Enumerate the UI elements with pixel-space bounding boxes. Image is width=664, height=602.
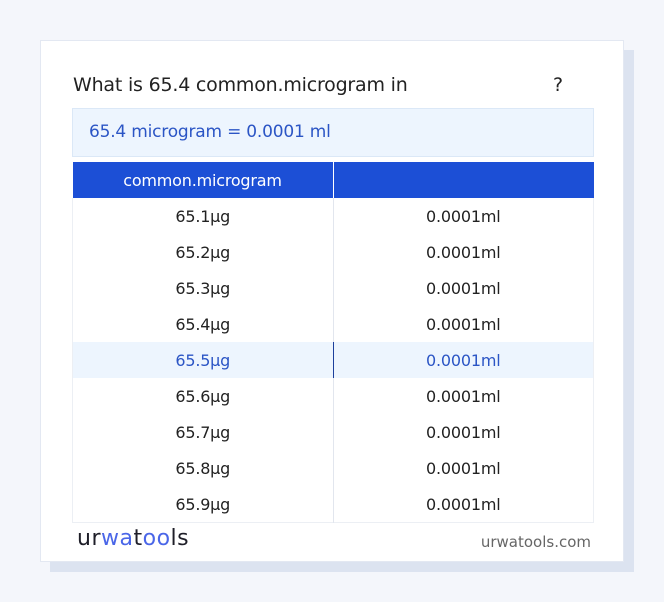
question-title: What is 65.4 common.microgram in ? (73, 74, 563, 96)
cell-microgram: 65.1µg (175, 206, 231, 226)
cell-ml: 0.0001ml (332, 486, 594, 523)
table-row: 65.4µg 0.0001ml (73, 306, 594, 342)
table-row: 65.1µg 0.0001ml (73, 198, 594, 234)
table-row: 65.9µg 0.0001ml (73, 486, 594, 523)
cell-ml: 0.0001ml (332, 270, 594, 306)
cell-microgram: 65.2µg (175, 242, 231, 262)
cell-microgram: 65.5µg (72, 342, 333, 378)
conversion-table: common.microgram 65.1µg 0.0001ml 65.2µg 0.0… (72, 162, 594, 523)
cell-ml: 0.0001ml (332, 450, 594, 486)
table-row: 65.3µg 0.0001ml (73, 270, 594, 306)
cell-microgram: 65.8µg (175, 458, 231, 478)
cell-microgram: 65.3µg (175, 278, 231, 298)
table-row: 65.2µg 0.0001ml (73, 234, 594, 270)
result-box: 65.4 microgram = 0.0001 ml (72, 108, 594, 157)
table-row: 65.8µg 0.0001ml (73, 450, 594, 486)
cell-microgram: 65.4µg (175, 314, 231, 334)
cell-ml: 0.0001ml (332, 414, 594, 450)
table-row: 65.6µg 0.0001ml (73, 378, 594, 414)
cell-ml: 0.0001ml (332, 198, 594, 234)
cell-ml: 0.0001ml (332, 378, 594, 414)
cell-ml: 0.0001ml (332, 306, 594, 342)
cell-ml: 0.0001ml (332, 342, 594, 378)
header-to-unit (332, 162, 594, 198)
converter-card: What is 65.4 common.microgram in ? 65.4 … (40, 40, 624, 562)
question-mark: ? (553, 74, 563, 96)
cell-ml: 0.0001ml (332, 234, 594, 270)
cell-microgram: 65.6µg (175, 386, 231, 406)
question-text: What is 65.4 common.microgram in (73, 74, 408, 96)
table-row: 65.7µg 0.0001ml (73, 414, 594, 450)
header-from-unit: common.microgram (72, 162, 333, 198)
urwatools-logo[interactable]: urwatools (77, 526, 190, 551)
table-row: 65.5µg 0.0001ml (72, 342, 594, 378)
site-link[interactable]: urwatools.com (480, 533, 591, 551)
cell-microgram: 65.7µg (175, 422, 231, 442)
cell-microgram: 65.9µg (175, 494, 231, 514)
